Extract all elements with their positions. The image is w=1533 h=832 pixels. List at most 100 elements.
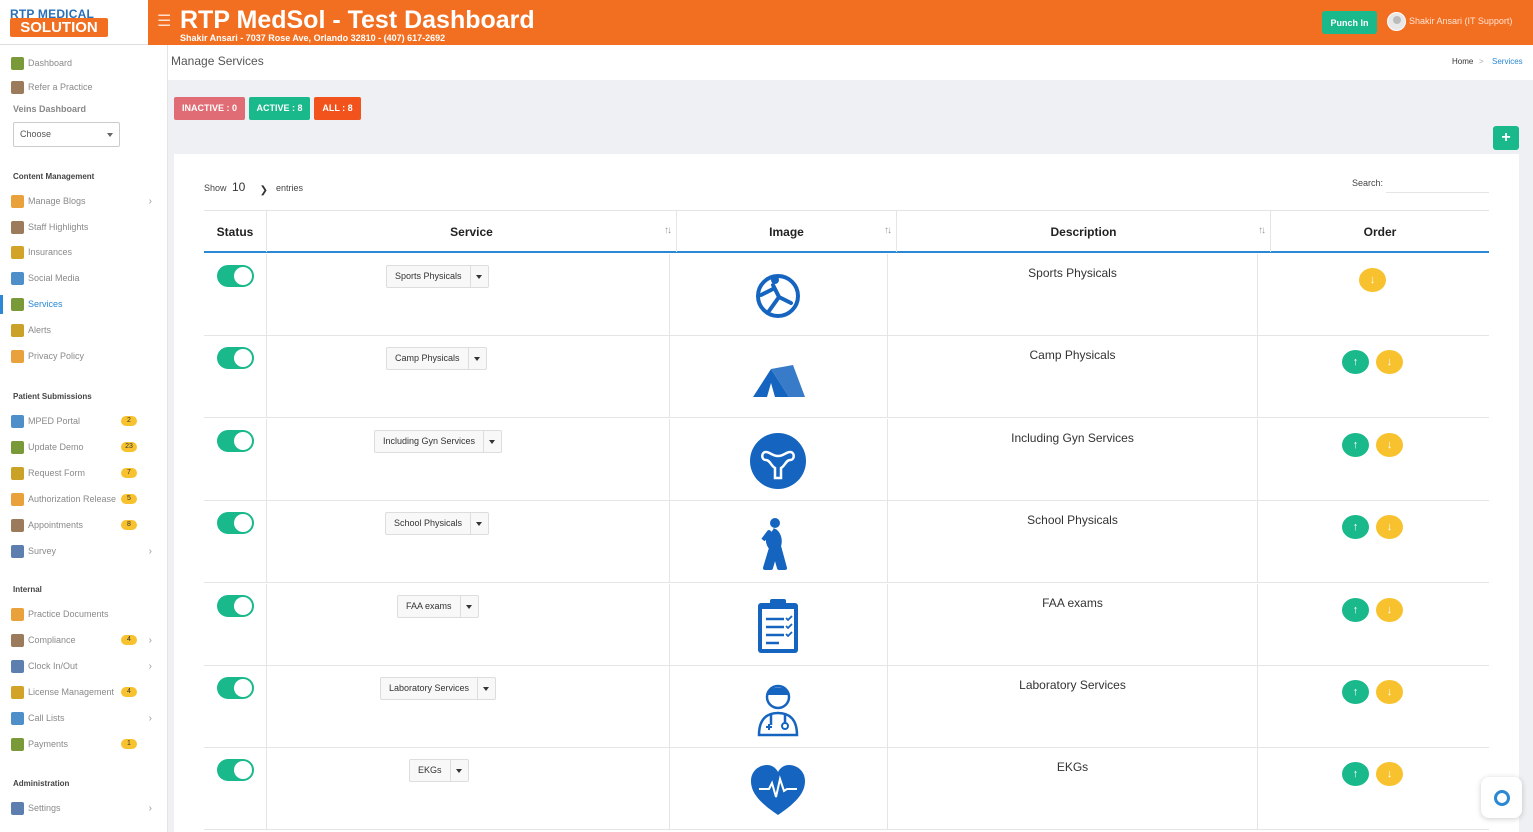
internal-heading: Internal [13, 585, 42, 594]
sidebar-item-license-management[interactable]: License Management 4 [11, 683, 161, 701]
service-dropdown-button[interactable]: School Physicals [385, 512, 490, 536]
service-dropdown-button[interactable]: EKGs [409, 759, 469, 783]
status-toggle[interactable] [217, 759, 254, 782]
move-up-button[interactable]: ↑ [1342, 432, 1369, 457]
move-down-button[interactable]: ↓ [1376, 680, 1403, 704]
breadcrumb-current: Services [1492, 57, 1523, 66]
entries-select[interactable]: 10 ❯ [230, 178, 270, 196]
sidebar-item-payments[interactable]: Payments 1 [11, 735, 161, 753]
administration-heading: Administration [13, 779, 70, 788]
move-up-button[interactable]: ↑ [1342, 597, 1369, 622]
search-input[interactable] [1386, 175, 1489, 193]
move-up-button[interactable]: ↑ [1342, 762, 1369, 787]
status-toggle[interactable] [217, 512, 254, 535]
table-row: Laboratory Services Laboratory Services ↑ ↓ [204, 666, 1489, 748]
caret-down-icon[interactable] [449, 760, 468, 782]
inactive-filter-button[interactable]: INACTIVE : 0 [174, 97, 245, 120]
description-text: Sports Physicals [1028, 266, 1117, 280]
description-cell: Including Gyn Services [888, 418, 1258, 501]
menu-icon[interactable]: ☰ [157, 13, 172, 30]
move-down-button[interactable]: ↓ [1376, 515, 1403, 540]
move-down-button[interactable]: ↓ [1376, 597, 1403, 622]
punch-in-button[interactable]: Punch In [1322, 11, 1377, 34]
sidebar-item-update-demo[interactable]: Update Demo 23 [11, 438, 161, 456]
sidebar-item-staff-highlights[interactable]: Staff Highlights [11, 218, 161, 236]
move-down-button[interactable]: ↓ [1376, 762, 1403, 787]
move-up-button[interactable]: ↑ [1342, 515, 1369, 540]
sidebar-item-appointments[interactable]: Appointments 8 [11, 516, 161, 534]
sidebar-item-label: Update Demo [28, 442, 84, 452]
breadcrumb-home[interactable]: Home [1452, 57, 1474, 66]
column-image[interactable]: Image ↑↓ [677, 211, 897, 252]
user-menu[interactable]: Shakir Ansari (IT Support) [1409, 16, 1513, 26]
avatar[interactable] [1387, 12, 1406, 31]
all-filter-button[interactable]: ALL : 8 [314, 97, 361, 120]
sidebar-item-services[interactable]: Services [11, 295, 161, 313]
service-cell: School Physicals [267, 501, 670, 584]
logo-bottom-text: SOLUTION [10, 18, 108, 37]
status-toggle[interactable] [217, 677, 254, 699]
column-status[interactable]: Status [204, 211, 267, 252]
form-icon [11, 466, 24, 480]
logo[interactable]: RTP MEDICAL SOLUTION [0, 0, 148, 45]
sidebar-item-survey[interactable]: Survey › [11, 542, 161, 560]
status-toggle[interactable] [217, 265, 254, 287]
active-filter-button[interactable]: ACTIVE : 8 [249, 97, 310, 120]
sidebar-item-social-media[interactable]: Social Media [11, 269, 161, 287]
sidebar-item-label: Services [28, 299, 63, 309]
count-badge: 2 [121, 416, 137, 426]
sidebar-item-mped-portal[interactable]: MPED Portal 2 [11, 412, 161, 430]
sidebar-item-compliance[interactable]: Compliance 4 › [11, 631, 161, 649]
help-icon[interactable] [1481, 777, 1522, 818]
description-cell: FAA exams [888, 583, 1258, 666]
service-dropdown-button[interactable]: Sports Physicals [386, 265, 489, 288]
sidebar-item-refer-a-practice[interactable]: Refer a Practice [11, 78, 161, 96]
caret-down-icon[interactable] [459, 595, 478, 617]
sidebar-item-insurances[interactable]: Insurances [11, 243, 161, 261]
service-dropdown-button[interactable]: Laboratory Services [380, 677, 497, 700]
status-cell [204, 748, 267, 831]
sidebar-item-call-lists[interactable]: Call Lists › [11, 709, 161, 727]
count-badge: 23 [121, 442, 137, 452]
service-label: Sports Physicals [395, 271, 462, 281]
service-dropdown-button[interactable]: Camp Physicals [386, 347, 487, 371]
description-text: Camp Physicals [1029, 348, 1116, 363]
sidebar-item-alerts[interactable]: Alerts [11, 321, 161, 339]
image-cell [670, 418, 888, 501]
sidebar-item-practice-documents[interactable]: Practice Documents [11, 605, 161, 623]
move-up-button[interactable]: ↑ [1342, 350, 1369, 375]
auth-icon [11, 492, 24, 506]
column-description[interactable]: Description ↑↓ [897, 211, 1271, 252]
status-toggle[interactable] [217, 594, 254, 617]
caret-down-icon[interactable] [483, 430, 501, 452]
sidebar-item-settings[interactable]: Settings › [11, 799, 161, 817]
caret-down-icon[interactable] [470, 513, 488, 535]
caret-down-icon[interactable] [469, 266, 488, 287]
caret-down-icon[interactable] [467, 348, 486, 370]
active-indicator [0, 295, 3, 314]
sidebar-item-privacy-policy[interactable]: Privacy Policy [11, 347, 161, 365]
status-toggle[interactable] [217, 429, 254, 452]
status-cell [204, 501, 267, 584]
clipboard-icon [758, 598, 798, 653]
sidebar-item-manage-blogs[interactable]: Manage Blogs › [11, 192, 161, 210]
sidebar-item-request-form[interactable]: Request Form 7 [11, 464, 161, 482]
add-service-button[interactable]: + [1493, 126, 1519, 150]
move-down-button[interactable]: ↓ [1376, 432, 1403, 457]
column-order[interactable]: Order [1271, 211, 1489, 252]
column-image-label: Image [769, 224, 804, 239]
sidebar-item-dashboard[interactable]: Dashboard [11, 54, 161, 72]
status-toggle[interactable] [217, 347, 254, 370]
veins-select[interactable]: Choose [13, 122, 120, 147]
column-service[interactable]: Service ↑↓ [267, 211, 677, 252]
service-dropdown-button[interactable]: FAA exams [397, 594, 479, 618]
sidebar-item-clock-in-out[interactable]: Clock In/Out › [11, 657, 161, 675]
sidebar-item-authorization-release[interactable]: Authorization Release 5 [11, 490, 161, 508]
move-down-button[interactable]: ↓ [1359, 268, 1386, 292]
service-dropdown-button[interactable]: Including Gyn Services [374, 429, 503, 453]
move-down-button[interactable]: ↓ [1376, 350, 1403, 375]
column-order-label: Order [1363, 224, 1397, 239]
move-up-button[interactable]: ↑ [1342, 680, 1369, 704]
caret-down-icon[interactable] [477, 678, 495, 699]
demo-icon [11, 440, 24, 454]
